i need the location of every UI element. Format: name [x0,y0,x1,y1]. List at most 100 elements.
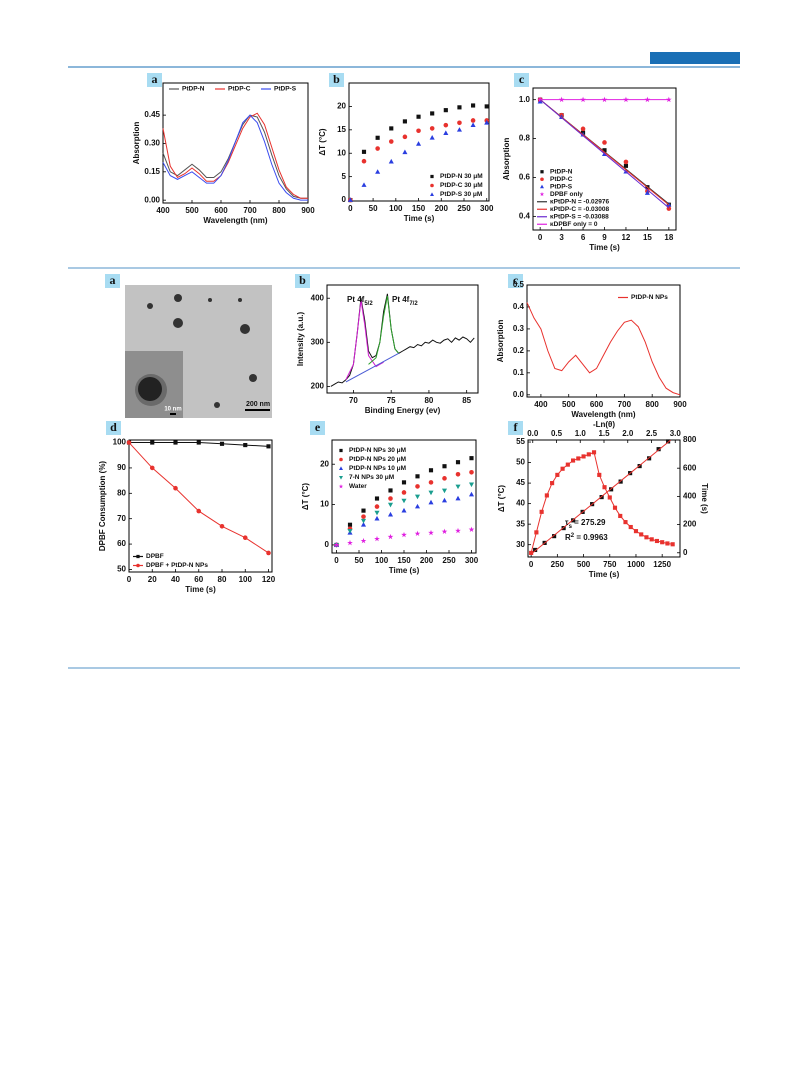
marker [602,140,607,145]
series-line [539,99,670,209]
marker [633,529,639,534]
x-tick-label: 600 [590,400,604,409]
y-tick-label: 0 [325,540,330,549]
marker [443,130,449,135]
marker [571,458,576,463]
legend-marker [339,466,343,470]
y-tick-label: 50 [516,458,525,467]
marker [387,511,394,517]
legend-marker [430,174,434,179]
plot-frame [326,284,479,394]
annotation: Pt 4f5/2 [347,295,373,306]
legend-marker [339,476,343,480]
legend-label: PtDP-N 30 μM [440,173,483,180]
marker [401,507,407,513]
marker [576,456,581,461]
y-tick-label: 20 [320,459,329,468]
annotation-part: 5/2 [364,301,373,307]
x2-tick-label: 1.0 [575,429,587,438]
x-tick-label: 18 [664,233,673,242]
panel-label-box [508,421,523,435]
marker [387,502,394,508]
x-axis-label: Time (s) [589,243,620,252]
x-tick-label: 400 [156,206,170,215]
marker [219,524,225,529]
marker [266,550,271,556]
legend-label: DPBF + PtDP-N NPs [146,562,208,569]
x-tick-label: 600 [214,206,228,215]
legend-marker [539,191,545,197]
legend-label: PtDP-S 30 μM [440,191,482,198]
y-tick-label: 1.0 [519,95,531,104]
marker [347,539,353,546]
marker [537,98,543,104]
marker [150,440,155,445]
x-tick-label: 60 [194,575,203,584]
marker [607,495,612,500]
series-line [368,295,400,365]
marker [266,444,271,449]
panel-label-box [295,274,310,288]
y-axis-label: ΔT (°C) [497,485,506,513]
legend-label: PtDP-N NPs 10 μM [349,465,406,472]
marker [539,509,544,514]
annotation-part: Pt 4f [347,295,365,304]
marker [639,532,644,537]
marker [529,550,534,555]
marker [468,526,475,533]
x2-tick-label: 3.0 [670,429,682,438]
x-tick-label: 100 [375,556,389,565]
marker [429,135,435,140]
marker [443,108,448,113]
marker [441,488,448,494]
x2-tick-label: 0.0 [527,429,539,438]
x-tick-label: 900 [673,400,687,409]
x-tick-label: 50 [355,556,364,565]
panel-label-box [106,421,121,435]
marker [484,104,489,109]
marker [442,476,447,481]
marker [149,465,155,471]
y-tick-label: 400 [311,293,325,302]
x-tick-label: 800 [646,400,660,409]
x-tick-label: 100 [239,575,253,584]
x-axis-label: Wavelength (nm) [571,410,635,419]
x-tick-label: 900 [301,206,315,215]
panel-label-box [508,274,523,288]
annotation-part: R [565,533,571,542]
marker [455,472,461,477]
marker [402,149,408,155]
legend-marker [430,192,434,196]
series-line [162,112,308,199]
plot-frame [331,439,477,554]
marker [126,440,132,445]
legend-marker [339,448,343,453]
panel-label: b [299,273,306,287]
marker [428,480,434,485]
marker [401,531,407,538]
x-tick-label: 500 [185,206,199,215]
legend-label: PtDP-C 30 μM [440,182,483,189]
marker [415,474,420,479]
legend-label: Water [349,483,367,490]
series-line [532,439,671,554]
legend-marker [338,484,344,489]
y-tick-label: 10 [337,148,346,157]
scale-bar-label: 10 nm [164,407,181,413]
marker [457,120,462,126]
marker [581,454,586,459]
marker [375,146,380,151]
annotation: Pt 4f7/2 [392,295,418,306]
marker [387,533,394,540]
marker [456,127,462,132]
marker [470,118,476,123]
x-tick-label: 0 [538,233,543,242]
marker [374,504,380,509]
y-tick-label: 30 [516,540,525,549]
marker [388,158,394,164]
marker [333,541,340,548]
y-tick-label: 55 [516,437,525,446]
panel-label: a [152,72,158,86]
legend-label: PtDP-C [228,86,251,93]
